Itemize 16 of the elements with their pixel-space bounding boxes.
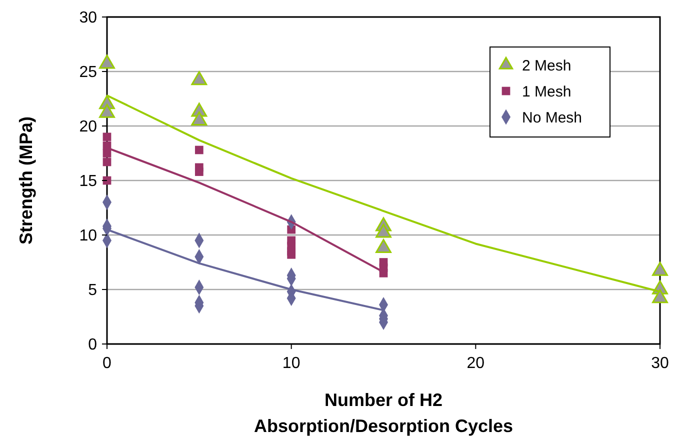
y-axis-title: Strength (MPa) [16,116,36,244]
y-tick-label: 25 [79,64,98,82]
x-tick-label: 20 [466,355,485,372]
legend-label: 2 Mesh [522,57,572,74]
x-axis-title: Number of H2 Absorption/Desorption Cycles [254,390,514,436]
y-tick-label: 0 [88,336,98,354]
legend-label: No Mesh [522,109,582,126]
y-tick-label: 20 [79,118,98,136]
x-tick-label: 30 [651,355,669,372]
legend-label: 1 Mesh [522,83,572,100]
y-tick-label: 5 [88,282,98,300]
y-tick-label: 30 [79,10,98,27]
y-tick-label: 15 [79,173,98,190]
x-tick-label: 10 [282,355,300,372]
y-tick-label: 10 [79,228,98,245]
x-tick-label: 0 [102,355,112,372]
